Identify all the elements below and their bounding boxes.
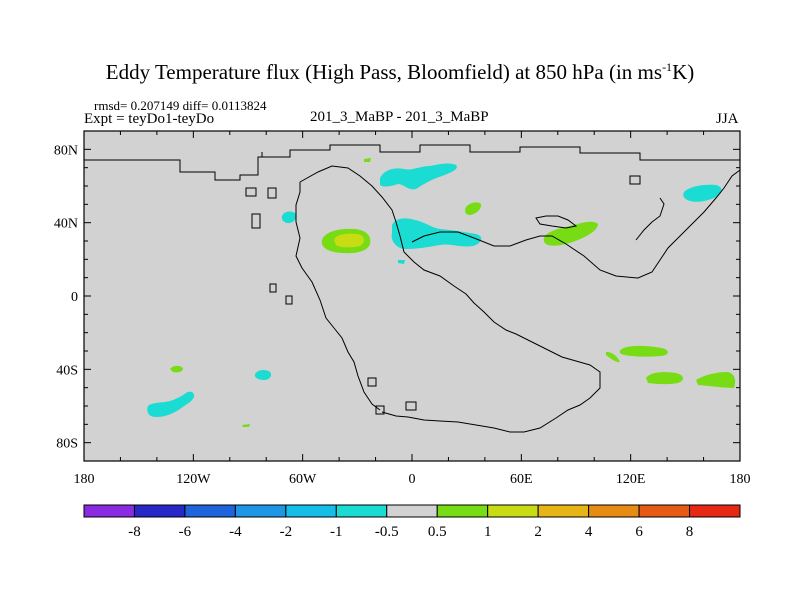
colorbar-label: -0.5 [375,524,399,540]
x-tick-label: 180 [74,472,95,487]
experiment-label: Expt = teyDo1-teyDo [84,111,215,127]
colorbar-swatch [234,504,287,518]
runs-label: 201_3_MaBP - 201_3_MaBP [310,109,489,125]
contour-fill-speck1 [398,260,405,264]
colorbar: -8 -6 -4 -2 -1 -0.5 0.5 1 2 4 6 8 [83,504,741,540]
colorbar-swatch [689,504,741,518]
x-tick-label: 120E [616,472,646,487]
colorbar-label: 4 [585,524,593,540]
colorbar-label: -4 [229,524,242,540]
x-tick-label: 60E [510,472,533,487]
y-tick-label: 40N [54,217,78,232]
colorbar-swatch [386,504,438,518]
contour-fill-pacific-green [170,365,183,373]
contour-fill-southern-green [646,372,684,385]
contour-fill-southamerica [254,369,272,380]
colorbar-swatch [588,504,640,518]
contour-fill-atlantic-yellow [334,233,364,248]
x-tick-label: 0 [409,472,416,487]
colorbar-label: -8 [128,524,141,540]
colorbar-swatch [335,504,388,518]
colorbar-swatch [184,504,236,518]
colorbar-swatch [537,504,590,518]
contour-fill-northpacific [683,184,722,202]
coastline-japan [635,197,665,241]
contour-fill-asia-green [543,221,598,246]
colorbar-label: -6 [179,524,192,540]
contour-fill-indian-west [606,351,620,363]
coastline-arctic-islands [245,175,641,305]
contour-fill-indian-green [619,345,668,357]
x-tick-label: 180 [730,472,751,487]
contour-fill-northatlantic [380,163,457,190]
contour-fill-southpacific [147,391,195,417]
colorbar-label: -1 [330,524,343,540]
title-superscript: -1 [662,60,673,74]
y-tick-label: 80S [56,437,78,452]
coastline-south-islands [367,377,417,415]
coastline-caspian [535,215,578,229]
season-label: JJA [716,111,739,127]
contour-fill-speck3 [242,424,250,427]
colorbar-label: -2 [280,524,293,540]
contour-fill-speck2 [364,158,371,162]
colorbar-swatch [487,504,539,518]
y-tick-label: 80N [54,143,78,158]
y-tick-label: 0 [71,290,78,305]
stats-label: rmsd= 0.207149 diff= 0.0113824 [94,98,267,113]
chart-title: Eddy Temperature flux (High Pass, Bloomf… [0,60,800,85]
colorbar-label: 1 [484,524,492,540]
coastlines [84,144,740,433]
coastline-europe-asia [411,169,740,279]
coastline-eurasia-north [84,144,740,181]
x-tick-label: 60W [289,472,317,487]
colorbar-swatch [436,504,489,518]
coastline-north-america [261,152,601,433]
colorbar-label: 8 [686,524,694,540]
title-main-text: Eddy Temperature flux (High Pass, Bloomf… [105,60,663,84]
colorbar-swatch [285,504,337,518]
x-axis: 180 120W 60W 0 60E 120E 180 [74,131,751,487]
contour-fill-arctic-green [465,202,482,215]
y-tick-label: 40S [56,363,78,378]
colorbar-label: 2 [534,524,542,540]
y-axis: 80N 40N 0 40S 80S [54,143,740,452]
colorbar-swatch [638,504,691,518]
title-end-text: K) [672,60,695,84]
colorbar-label: 6 [635,524,643,540]
contour-fill-northamerica [281,211,297,224]
x-tick-label: 120W [176,472,211,487]
colorbar-swatch [83,504,135,518]
colorbar-label: 0.5 [428,524,447,540]
contour-fill-southern-east [696,372,736,388]
colorbar-swatch [133,504,186,518]
